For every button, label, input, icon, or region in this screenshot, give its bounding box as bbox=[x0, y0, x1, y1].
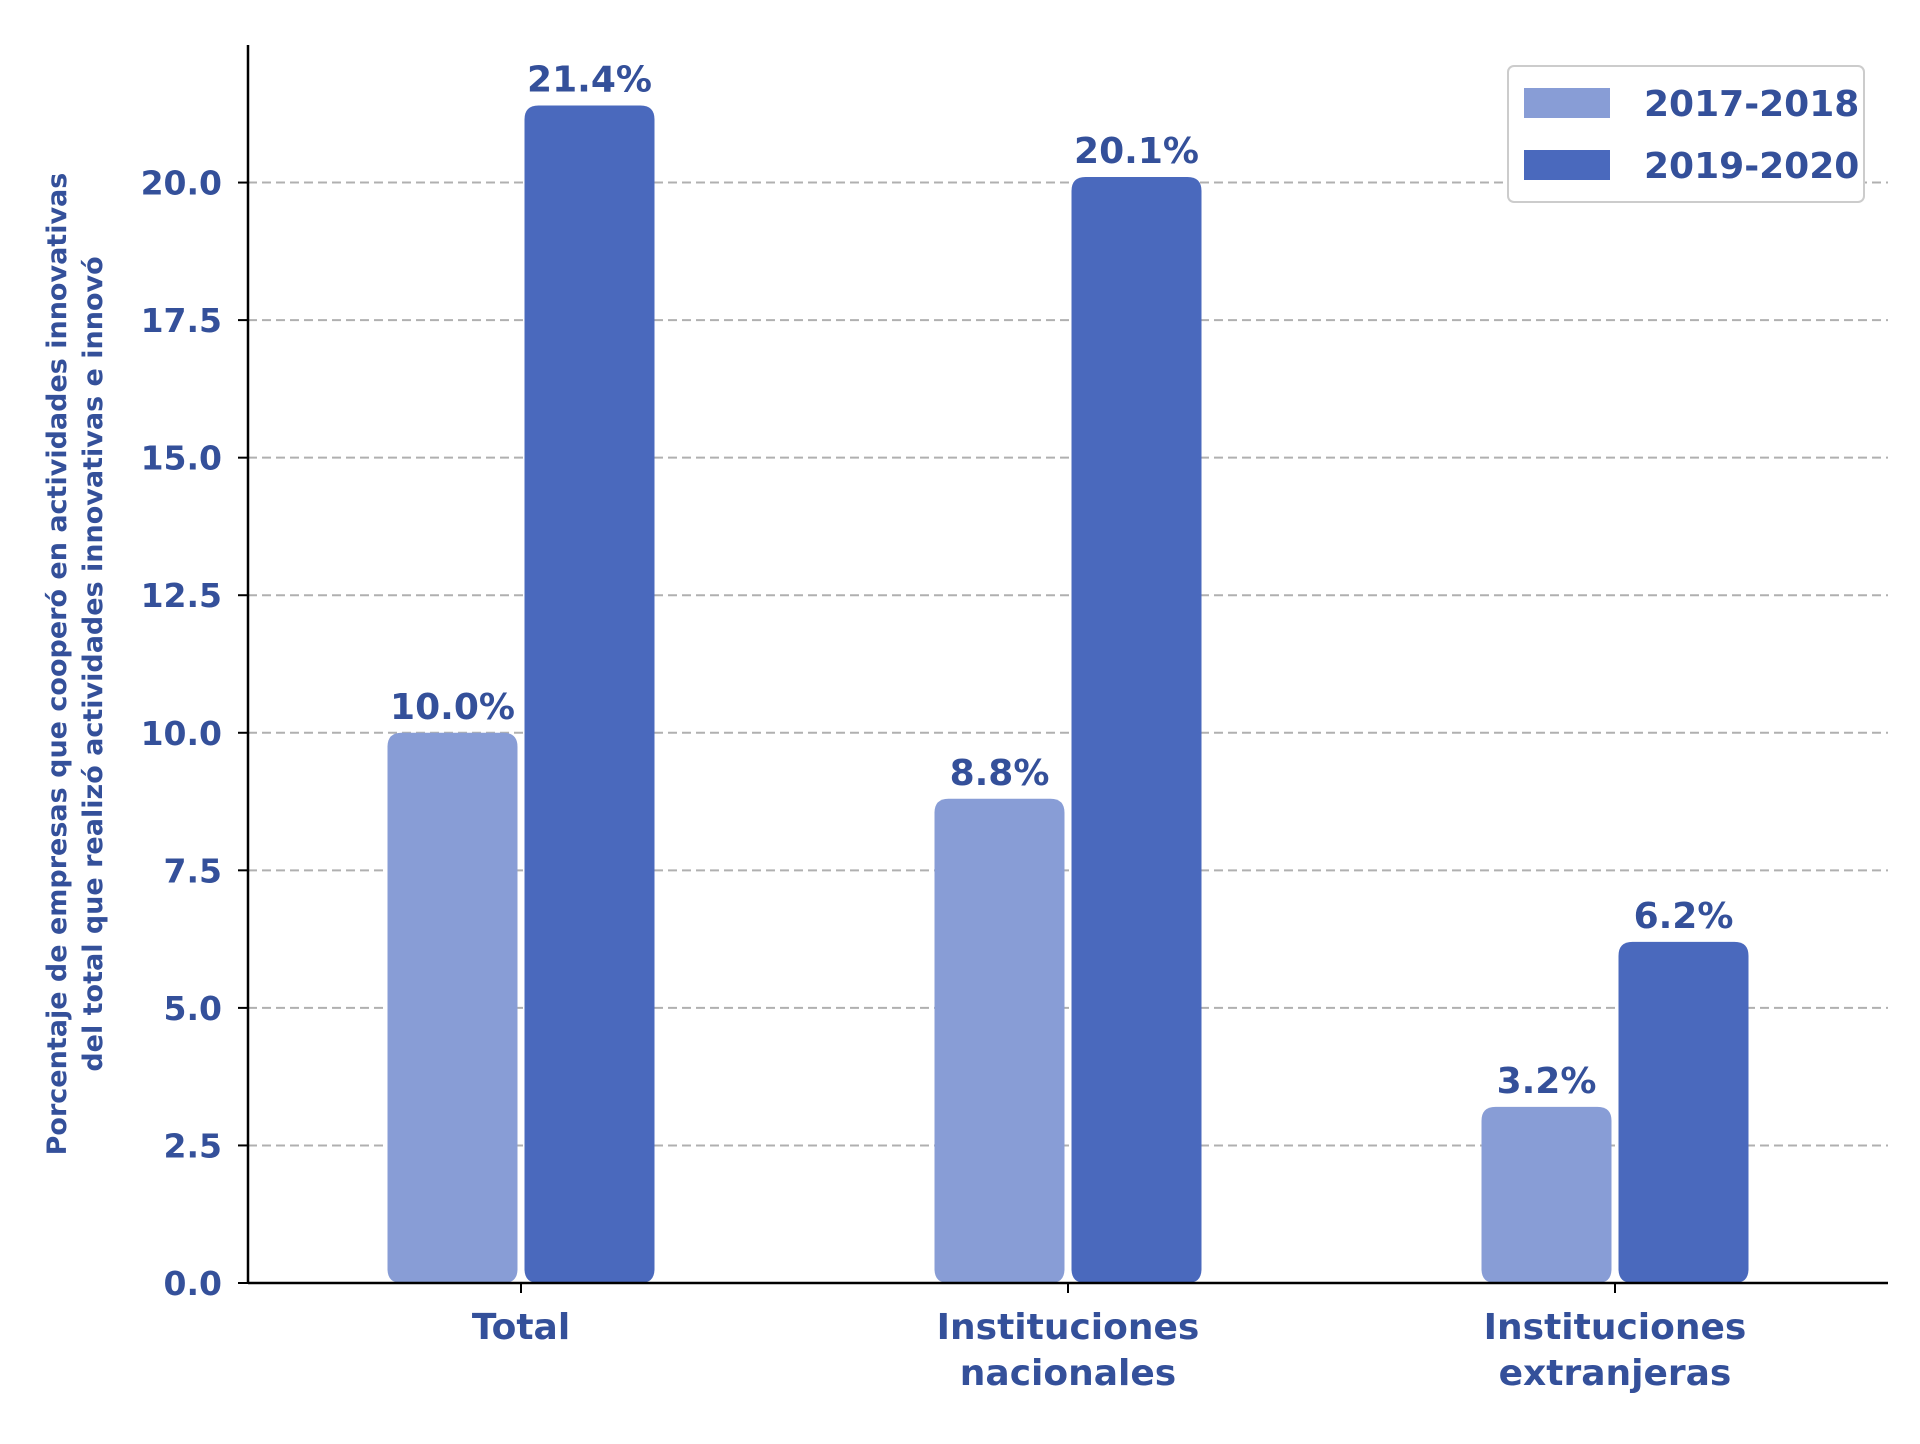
x-tick-label-line: nacionales bbox=[960, 1353, 1176, 1394]
bar-2019-2020-1 bbox=[1071, 177, 1202, 1283]
grid-lines bbox=[248, 181, 1888, 1147]
y-tick-label: 2.5 bbox=[164, 1126, 222, 1165]
bar-2019-2020-0 bbox=[524, 105, 655, 1284]
y-tick-label: 12.5 bbox=[141, 576, 222, 615]
data-label: 10.0% bbox=[390, 687, 515, 728]
data-label: 8.8% bbox=[950, 753, 1050, 794]
legend-label: 2017-2018 bbox=[1644, 84, 1859, 125]
y-tick-label: 20.0 bbox=[141, 164, 222, 203]
bar-2017-2018-1 bbox=[934, 798, 1065, 1283]
y-tick-label: 10.0 bbox=[141, 714, 222, 753]
legend-label: 2019-2020 bbox=[1644, 146, 1859, 187]
x-tick-label: Total bbox=[472, 1307, 570, 1348]
legend-swatch-2019-2020 bbox=[1524, 150, 1610, 180]
x-tick-label-line: Total bbox=[472, 1307, 570, 1348]
legend: 2017-2018 2019-2020 bbox=[1507, 65, 1865, 203]
x-tick-label-line: Instituciones bbox=[937, 1307, 1200, 1348]
y-axis-label: Porcentaje de empresas que cooperó en ac… bbox=[42, 173, 109, 1156]
data-labels: 10.0% 21.4% 8.8% 20.1% 3.2% 6.2% bbox=[390, 60, 1733, 1102]
data-label: 6.2% bbox=[1634, 896, 1734, 937]
y-tick-label: 15.0 bbox=[141, 439, 222, 478]
y-tick-label: 7.5 bbox=[164, 851, 222, 890]
y-axis-label-line: Porcentaje de empresas que cooperó en ac… bbox=[42, 173, 73, 1156]
axes: 0.0 2.5 5.0 7.5 10.0 12.5 15.0 17.5 20.0 Total Ins… bbox=[42, 45, 1888, 1394]
x-tick-label: Instituciones extranjeras bbox=[1484, 1307, 1747, 1394]
x-tick-label: Instituciones nacionales bbox=[937, 1307, 1200, 1394]
y-tick-label: 5.0 bbox=[164, 989, 222, 1028]
bar-2019-2020-2 bbox=[1618, 941, 1749, 1283]
data-label: 3.2% bbox=[1497, 1061, 1597, 1102]
data-label: 21.4% bbox=[527, 60, 652, 101]
y-axis-label-line: del total que realizó actividades innova… bbox=[78, 256, 109, 1071]
x-tick-label-line: extranjeras bbox=[1499, 1353, 1732, 1394]
bar-2017-2018-0 bbox=[387, 732, 518, 1283]
data-label: 20.1% bbox=[1074, 131, 1199, 172]
bar-2017-2018-2 bbox=[1481, 1106, 1612, 1283]
x-tick-label-line: Instituciones bbox=[1484, 1307, 1747, 1348]
y-tick-label: 0.0 bbox=[164, 1264, 222, 1303]
y-tick-label: 17.5 bbox=[141, 301, 222, 340]
bars bbox=[387, 105, 1749, 1284]
legend-swatch-2017-2018 bbox=[1524, 88, 1610, 118]
